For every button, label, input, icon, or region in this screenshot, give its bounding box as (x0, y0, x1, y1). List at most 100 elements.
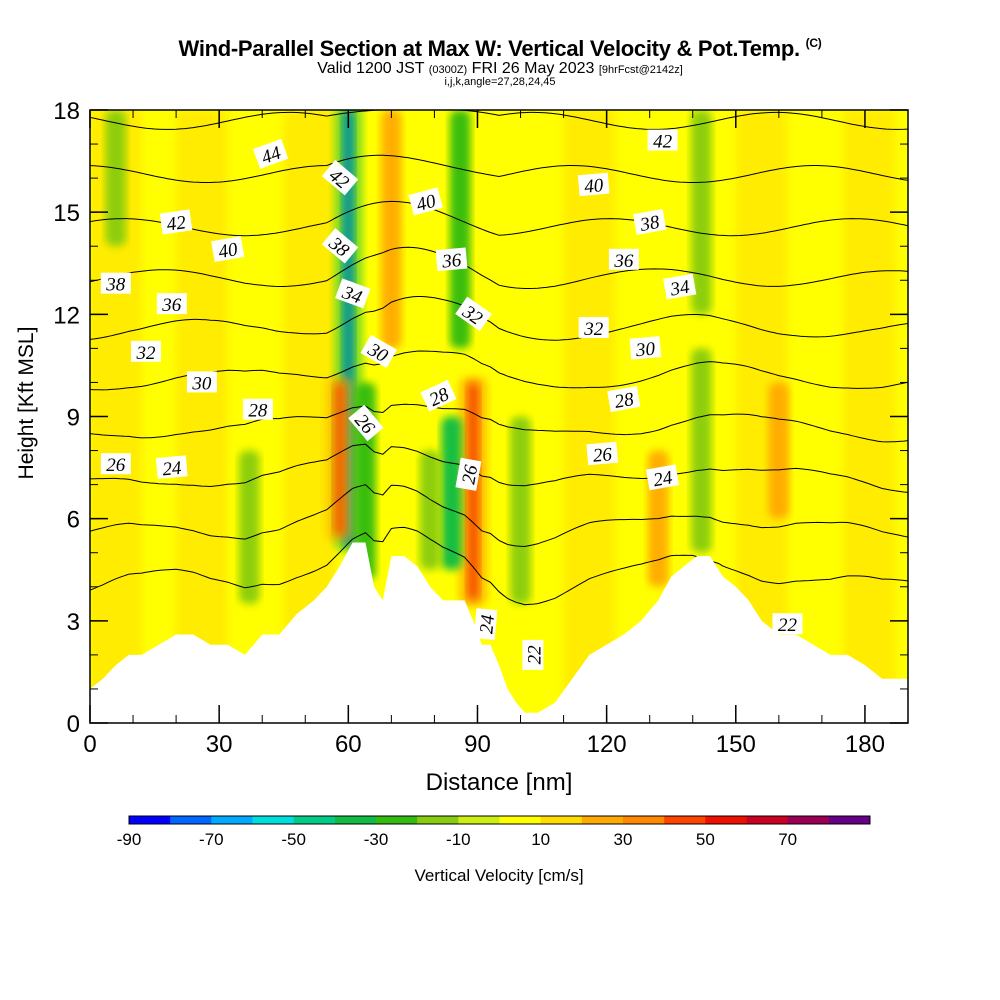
contour-label-bg (647, 129, 678, 151)
theta-contour-40 (90, 110, 908, 130)
colorbar-swatch (499, 816, 542, 824)
colorbar-tick-label: 30 (614, 830, 633, 849)
contour-label-26: 26 (100, 453, 131, 476)
w-feature-14 (691, 110, 712, 315)
contour-label-bg (586, 441, 619, 466)
title-main: Wind-Parallel Section at Max W: Vertical… (178, 36, 801, 61)
w-feature-11 (768, 382, 790, 519)
contour-label-40: 40 (211, 236, 245, 263)
contour-label-text: 32 (583, 319, 604, 340)
contour-label-bg (455, 296, 492, 332)
w-feature-8 (691, 348, 712, 553)
colorbar-swatch (417, 816, 459, 824)
contour-label-bg (420, 379, 457, 412)
theta-contours (90, 0, 908, 606)
contour-label-bg (100, 453, 131, 475)
w-feature-7 (510, 416, 531, 604)
contour-label-bg (159, 209, 193, 235)
contour-label-bg (608, 248, 639, 270)
contour-label-bg (578, 317, 609, 338)
theta-contour-42 (90, 48, 908, 76)
colorbar-swatch (376, 816, 418, 824)
colorbar-tick-label: -90 (117, 830, 142, 849)
contour-label-text: 30 (191, 373, 212, 394)
theta-contour-38 (90, 154, 908, 183)
valid-prefix: Valid 1200 JST (317, 60, 425, 77)
contour-label-text: 38 (105, 275, 126, 296)
w-patch-5 (843, 110, 896, 723)
contour-label-32: 32 (131, 340, 161, 364)
x-tick-label: 30 (206, 731, 233, 758)
contour-label-text: 24 (652, 467, 675, 491)
contour-label-22: 22 (522, 639, 545, 670)
w-feature-12 (381, 110, 402, 349)
contour-label-text: 28 (613, 389, 636, 413)
contour-label-bg (435, 247, 468, 272)
chart-title: Wind-Parallel Section at Max W: Vertical… (0, 36, 1000, 62)
y-tick-label: 15 (53, 200, 80, 227)
contour-label-text: 40 (583, 175, 604, 198)
colorbar-tick-label: -50 (281, 830, 306, 849)
contour-label-bg (629, 336, 662, 360)
contour-label-bg (100, 272, 131, 294)
colorbar-swatch (211, 816, 253, 824)
w-feature-10 (105, 110, 127, 247)
x-tick-label: 90 (464, 731, 491, 758)
contour-label-36: 36 (156, 293, 187, 316)
contour-label-bg (607, 386, 641, 412)
contour-label-text: 34 (668, 277, 692, 301)
w-patch-1 (176, 110, 228, 723)
colorbar-tick-label: -10 (446, 830, 471, 849)
chart-indices: i,j,k,angle=27,28,24,45 (444, 76, 556, 88)
y-tick-label: 0 (67, 711, 80, 738)
w-patch-3 (563, 110, 616, 723)
contour-label-bg (522, 639, 544, 670)
y-tick-label: 3 (67, 609, 80, 636)
contour-label-28: 28 (242, 398, 273, 422)
contour-label-bg (321, 228, 359, 264)
colorbar-tick-label: -30 (364, 830, 389, 849)
colorbar-swatch (252, 816, 295, 824)
valid-utc: (0300Z) (428, 64, 468, 76)
contour-label-36: 36 (608, 248, 639, 272)
contour-label-bg (242, 398, 273, 420)
theta-contour-32 (90, 296, 908, 341)
contour-label-28: 28 (607, 386, 641, 413)
contour-label-text: 24 (162, 458, 183, 481)
contour-label-text: 36 (613, 251, 634, 272)
x-axis-label: Distance [nm] (426, 769, 573, 796)
contour-label-24: 24 (155, 455, 188, 481)
w-halo-3 (459, 376, 488, 607)
valid-date: FRI 26 May 2023 (471, 60, 595, 77)
contour-label-bg (186, 371, 217, 393)
contour-label-26: 26 (586, 441, 619, 467)
colorbar-swatch (828, 816, 871, 824)
contour-label-30: 30 (186, 371, 217, 394)
theta-contour-26 (90, 443, 908, 493)
theta-contour-30 (90, 350, 908, 391)
y-tick-label: 6 (67, 507, 80, 534)
forecast-info: [9hrFcst@2142z] (598, 64, 683, 76)
contour-label-bg (645, 464, 680, 491)
contour-label-bg (663, 273, 697, 300)
contour-label-42: 42 (159, 209, 193, 236)
chart-subtitle: Valid 1200 JST (0300Z) FRI 26 May 2023 [… (0, 60, 1000, 78)
contour-label-text: 32 (136, 343, 157, 364)
colorbar-swatch (170, 816, 212, 824)
colorbar-swatch (458, 816, 500, 824)
contour-label-32: 32 (578, 317, 609, 340)
x-tick-label: 150 (716, 731, 756, 758)
contour-label-44: 44 (252, 138, 289, 169)
contour-label-42: 42 (647, 129, 678, 153)
theta-contour-24 (90, 484, 908, 548)
theta-contour-22 (90, 526, 908, 606)
contour-label-bg (348, 404, 384, 442)
colorbar-frame (128, 815, 871, 825)
y-tick-label: 12 (53, 302, 80, 329)
contour-label-bg (408, 187, 443, 216)
terrain (90, 542, 908, 723)
theta-contour-44 (90, 0, 908, 23)
terrain-mask (90, 542, 908, 723)
